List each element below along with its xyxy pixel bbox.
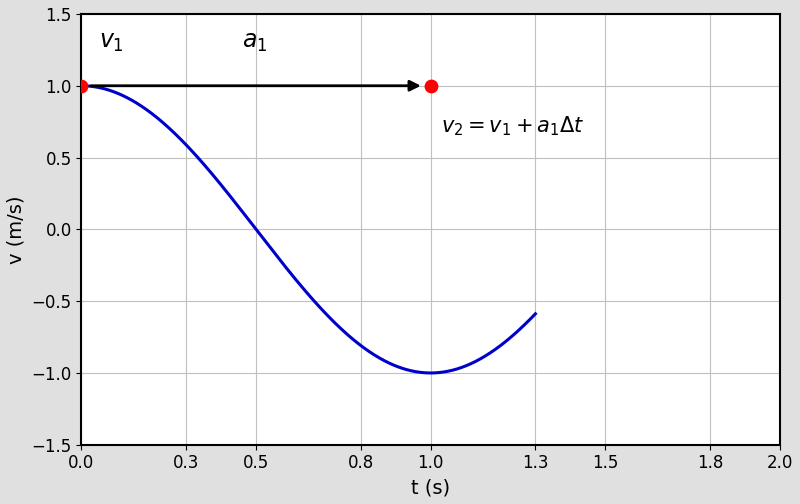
Text: $a_1$: $a_1$ (242, 30, 267, 54)
Point (75, 82, 88, 90)
X-axis label: t (s): t (s) (411, 478, 450, 497)
Text: $v_2 = v_1 + a_1\Delta t$: $v_2 = v_1 + a_1\Delta t$ (441, 114, 585, 138)
Point (424, 82, 437, 90)
Text: $v_1$: $v_1$ (99, 30, 124, 54)
Y-axis label: v (m/s): v (m/s) (7, 195, 26, 264)
